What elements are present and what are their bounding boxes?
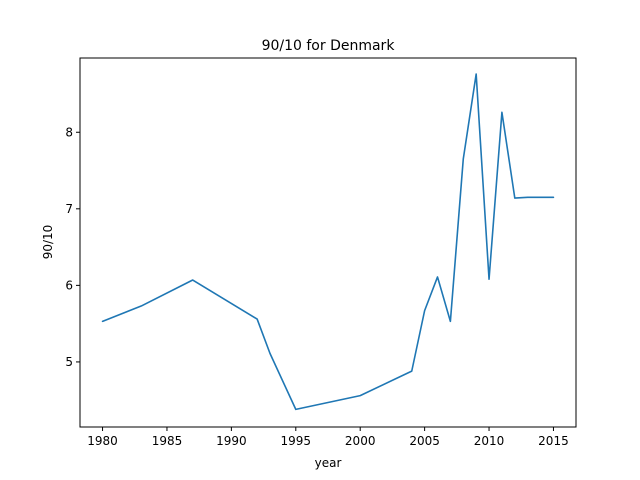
series-group xyxy=(101,73,555,411)
data-point xyxy=(475,73,477,75)
data-point xyxy=(359,395,361,397)
y-tick-label: 8 xyxy=(65,125,73,139)
data-point xyxy=(102,321,104,323)
chart-title: 90/10 for Denmark xyxy=(262,38,396,54)
x-axis: 1980 1985 1990 1995 2000 2005 2010 2015 xyxy=(87,427,569,448)
data-point xyxy=(411,370,413,372)
data-point xyxy=(437,276,439,278)
data-point xyxy=(424,310,426,312)
plot-frame xyxy=(79,57,577,428)
x-tick-label: 1980 xyxy=(87,434,118,448)
plot-area xyxy=(79,57,577,428)
data-point xyxy=(256,318,258,320)
x-tick-label: 2005 xyxy=(409,434,440,448)
x-tick-label: 1990 xyxy=(216,434,247,448)
data-point xyxy=(450,321,452,323)
data-point xyxy=(488,278,490,280)
y-axis-label: 90/10 xyxy=(41,225,55,260)
series-line xyxy=(101,73,555,411)
x-tick-label: 1985 xyxy=(152,434,183,448)
y-axis: 5 6 7 8 xyxy=(65,125,80,369)
y-tick-label: 5 xyxy=(65,355,73,369)
data-point xyxy=(269,353,271,355)
x-tick-label: 2015 xyxy=(538,434,569,448)
x-tick-label: 2000 xyxy=(345,434,376,448)
data-point xyxy=(295,409,297,411)
data-point xyxy=(462,158,464,160)
data-point xyxy=(140,305,142,307)
x-tick-label: 1995 xyxy=(281,434,312,448)
data-point xyxy=(553,197,555,199)
data-point xyxy=(527,197,529,199)
data-point xyxy=(514,197,516,199)
x-tick-label: 2010 xyxy=(474,434,505,448)
y-tick-label: 7 xyxy=(65,202,73,216)
data-point xyxy=(501,112,503,114)
data-point xyxy=(192,279,194,281)
x-axis-label: year xyxy=(315,456,342,470)
y-tick-label: 6 xyxy=(65,278,73,292)
